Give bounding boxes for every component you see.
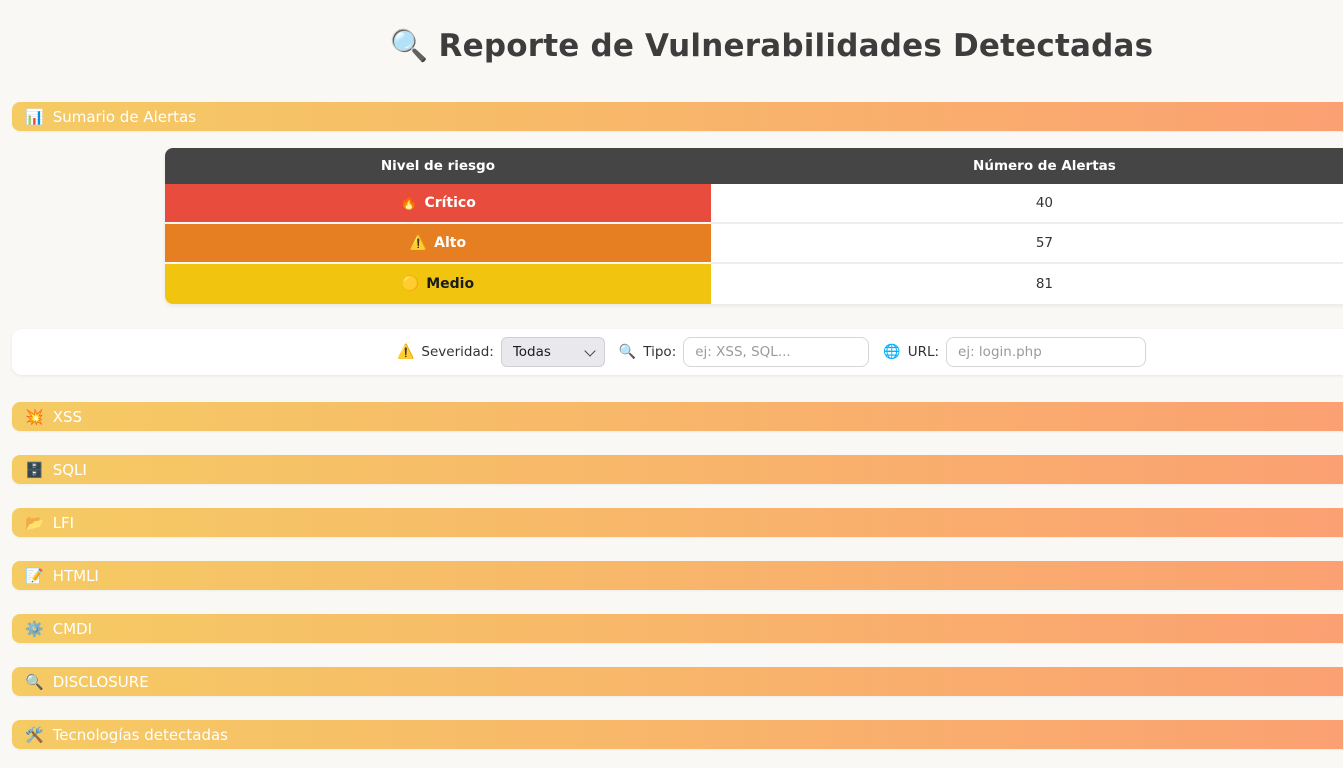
fire-icon: 🔥 <box>400 195 418 211</box>
memo-icon: 📝 <box>25 566 44 585</box>
section-header-cmdi[interactable]: ⚙️ CMDI <box>12 614 1343 643</box>
risk-level-cell: 🔥 Crítico <box>165 184 711 224</box>
report-content: 🔍 Reporte de Vulnerabilidades Detectadas … <box>0 0 1343 749</box>
summary-section-header[interactable]: 📊 Sumario de Alertas <box>12 102 1343 131</box>
alert-count-cell: 81 <box>710 264 1343 304</box>
risk-level-cell: ⚠️ Alto <box>165 224 711 264</box>
section-header-technologies[interactable]: 🛠️ Tecnologías detectadas <box>12 720 1343 749</box>
risk-level-label: Crítico <box>424 195 476 211</box>
summary-section-label: Sumario de Alertas <box>52 107 197 126</box>
alert-count-cell: 40 <box>710 184 1343 224</box>
section-header-disclosure[interactable]: 🔍 DISCLOSURE <box>12 667 1343 696</box>
alert-summary-table: Nivel de riesgo Número de Alertas 🔥 Críti… <box>165 148 1343 304</box>
section-label: LFI <box>52 513 75 532</box>
url-filter-input[interactable] <box>946 337 1147 367</box>
warning-icon: ⚠️ <box>409 235 428 251</box>
type-filter-group: 🔍 Tipo: <box>618 337 870 367</box>
hammer-wrench-icon: 🛠️ <box>25 725 44 744</box>
gear-icon: ⚙️ <box>25 619 44 638</box>
magnifier-icon: 🔍 <box>25 672 44 691</box>
page-title-text: Reporte de Vulnerabilidades Detectadas <box>438 28 1154 64</box>
bar-chart-icon: 📊 <box>25 107 44 126</box>
risk-level-label: Alto <box>434 235 467 251</box>
section-header-sqli[interactable]: 🗄️ SQLI <box>12 455 1343 484</box>
section-label: CMDI <box>52 619 93 638</box>
magnifier-icon: 🔍 <box>618 344 637 360</box>
filter-bar: ⚠️ Severidad: Todas 🔍 Tipo: 🌐 URL: <box>12 329 1343 375</box>
vulnerability-sections: 💥 XSS 🗄️ SQLI 📂 LFI 📝 HTMLI ⚙️ CMDI 🔍 DI… <box>0 402 1343 749</box>
url-filter-group: 🌐 URL: <box>883 337 1147 367</box>
magnifier-icon: 🔍 <box>389 28 429 64</box>
section-label: Tecnologías detectadas <box>52 725 228 744</box>
open-folder-icon: 📂 <box>25 513 44 532</box>
file-cabinet-icon: 🗄️ <box>25 460 44 479</box>
table-row-high: ⚠️ Alto 57 <box>165 224 1343 264</box>
section-header-lfi[interactable]: 📂 LFI <box>12 508 1343 537</box>
section-label: DISCLOSURE <box>52 672 149 691</box>
warning-icon: ⚠️ <box>396 344 415 360</box>
section-label: HTMLI <box>52 566 99 585</box>
section-label: XSS <box>52 407 83 426</box>
column-header-alert-count: Número de Alertas <box>710 148 1343 184</box>
globe-icon: 🌐 <box>883 344 901 360</box>
risk-level-label: Medio <box>426 276 475 292</box>
alert-count-cell: 57 <box>710 224 1343 264</box>
risk-level-cell: 🟡 Medio <box>165 264 711 304</box>
section-header-xss[interactable]: 💥 XSS <box>12 402 1343 431</box>
severity-filter-group: ⚠️ Severidad: Todas <box>397 337 605 367</box>
table-row-critical: 🔥 Crítico 40 <box>165 184 1343 224</box>
collision-icon: 💥 <box>25 407 44 426</box>
table-row-medium: 🟡 Medio 81 <box>165 264 1343 304</box>
section-header-htmli[interactable]: 📝 HTMLI <box>12 561 1343 590</box>
url-filter-label: URL: <box>907 344 940 360</box>
severity-filter-label: Severidad: <box>421 344 494 360</box>
page-title: 🔍 Reporte de Vulnerabilidades Detectadas <box>0 0 1343 64</box>
severity-select-wrap: Todas <box>500 337 605 367</box>
type-filter-label: Tipo: <box>643 344 677 360</box>
column-header-risk-level: Nivel de riesgo <box>165 148 711 184</box>
section-label: SQLI <box>52 460 87 479</box>
type-filter-input[interactable] <box>683 337 870 367</box>
severity-select[interactable]: Todas <box>500 337 605 367</box>
yellow-circle-icon: 🟡 <box>401 276 420 292</box>
